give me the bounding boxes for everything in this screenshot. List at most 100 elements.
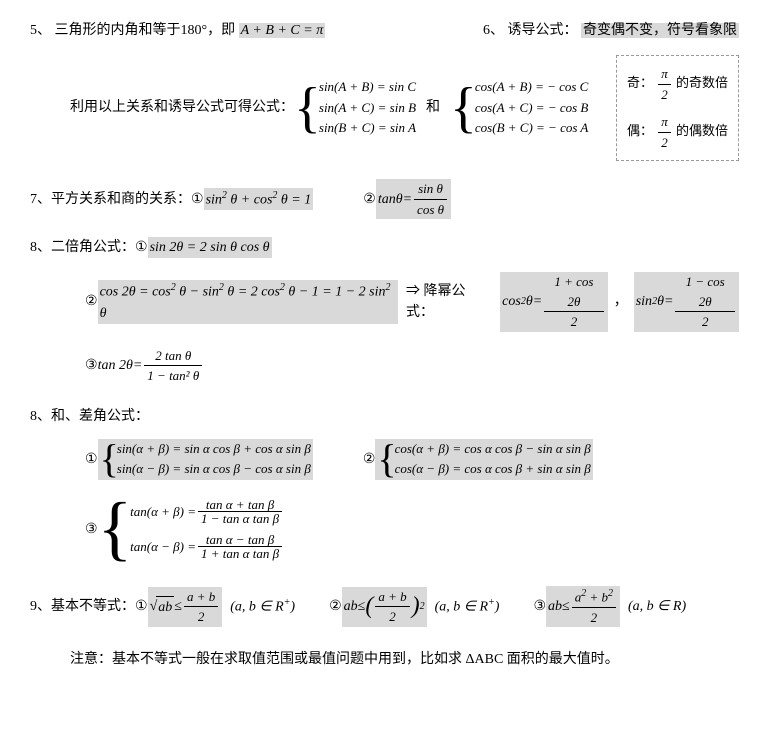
g3-stack: tan(α + β) = tan α + tan β 1 − tan α tan… <box>130 494 284 564</box>
f9-3: ab ≤ a2 + b2 2 <box>546 586 620 627</box>
pf1-den: 2 <box>544 312 604 332</box>
label-6: 诱导公式： <box>508 23 578 38</box>
item-5: 5、 三角形的内角和等于180°，即 A + B + C = π <box>30 20 325 41</box>
label-9: 基本不等式： <box>51 596 135 617</box>
even-line: 偶： π 2 的偶数倍 <box>627 112 728 152</box>
c8b-3: ③ <box>85 519 98 540</box>
sin-eq-1: sin(A + C) = sin B <box>319 98 416 119</box>
num-9: 9、 <box>30 596 51 617</box>
cos-eq-0: cos(A + B) = − cos C <box>475 77 588 98</box>
even-frac: π 2 <box>658 112 671 152</box>
c7-1: ① <box>191 189 204 210</box>
f7-2: tan θ = sin θ cos θ <box>376 179 451 219</box>
brace-left-1: { <box>294 86 321 131</box>
f9-1-den: 2 <box>184 607 218 627</box>
cos-stack: cos(A + B) = − cos C cos(A + C) = − cos … <box>475 77 588 139</box>
num-7: 7、 <box>30 189 51 210</box>
label-8: 二倍角公式： <box>51 237 135 258</box>
arrow-8: ⇒ 降幂公式： <box>406 281 492 323</box>
num-8: 8、 <box>30 237 51 258</box>
item-9: 9、 基本不等式： ① √ab ≤ a + b 2 (a, b ∈ R+) ② … <box>30 586 739 627</box>
g2-1: cos(α − β) = cos α cos β + sin α sin β <box>395 459 591 480</box>
g3b-den: 1 + tan α tan β <box>198 547 282 560</box>
c8-2: ② <box>85 291 98 312</box>
num-8b: 8、 <box>30 406 51 427</box>
brace-g3: { <box>98 500 133 558</box>
odd-frac: π 2 <box>658 64 671 104</box>
item-8: 8、 二倍角公式： ① sin 2θ = 2 sin θ cos θ <box>30 237 739 258</box>
num-6: 6、 <box>483 23 504 38</box>
pf2-den: 2 <box>675 312 735 332</box>
item-8-line3: ③ tan 2θ = 2 tan θ 1 − tan² θ <box>85 346 739 386</box>
cond9-1: (a, b ∈ R+) <box>230 595 295 618</box>
cos-brace-group: { cos(A + B) = − cos C cos(A + C) = − co… <box>450 77 588 139</box>
cond9-3: (a, b ∈ R) <box>628 596 686 617</box>
f9-3-num: a2 + b2 <box>572 586 616 608</box>
odd-line: 奇： π 2 的奇数倍 <box>627 64 728 104</box>
even-num: π <box>658 112 671 133</box>
g3a-lhs: tan(α + β) = <box>130 505 196 518</box>
g3-group: { tan(α + β) = tan α + tan β 1 − tan α t… <box>98 494 284 564</box>
even-den: 2 <box>658 133 671 153</box>
cos-eq-2: cos(B + C) = − cos A <box>475 118 588 139</box>
note-row: 注意： 基本不等式一般在求取值范围或最值问题中用到，比如求 ΔABC 面积的最大… <box>70 649 739 670</box>
odd-text: 的奇数倍 <box>676 75 728 90</box>
derived-row: 利用以上关系和诱导公式可得公式： { sin(A + B) = sin C si… <box>30 55 739 161</box>
item-8b-line2: ③ { tan(α + β) = tan α + tan β 1 − tan α… <box>85 494 739 564</box>
f9-2: ab ≤ ( a + b 2 )2 <box>342 587 427 627</box>
f8-1: sin 2θ = 2 sin θ cos θ <box>148 237 272 258</box>
item-8b-line1: ① { sin(α + β) = sin α cos β + cos α sin… <box>85 439 739 481</box>
f7-1: sin2 θ + cos2 θ = 1 <box>204 188 314 211</box>
note-label: 注意： <box>70 649 112 670</box>
note-text: 基本不等式一般在求取值范围或最值问题中用到，比如求 ΔABC 面积的最大值时。 <box>112 649 619 670</box>
g1-0: sin(α + β) = sin α cos β + cos α sin β <box>117 439 311 460</box>
f9-3-den: 2 <box>572 608 616 628</box>
sin-brace-group: { sin(A + B) = sin C sin(A + C) = sin B … <box>294 77 416 139</box>
item-6: 6、 诱导公式： 奇变偶不变，符号看象限 <box>483 20 739 41</box>
formula-5: A + B + C = π <box>239 23 326 38</box>
rule-6: 奇变偶不变，符号看象限 <box>581 23 739 38</box>
f8-2: cos 2θ = cos2 θ − sin2 θ = 2 cos2 θ − 1 … <box>98 280 398 324</box>
g3a-den: 1 − tan α tan β <box>198 512 282 525</box>
f9-1: √ab ≤ a + b 2 <box>148 587 223 627</box>
row-5-6: 5、 三角形的内角和等于180°，即 A + B + C = π 6、 诱导公式… <box>30 20 739 41</box>
sin-stack: sin(A + B) = sin C sin(A + C) = sin B si… <box>319 77 416 139</box>
f9-1-num: a + b <box>184 587 218 608</box>
f8-3: tan 2θ = 2 tan θ 1 − tan² θ <box>98 346 205 386</box>
sin-eq-0: sin(A + B) = sin C <box>319 77 416 98</box>
pf1: cos2 θ = 1 + cos 2θ 2 <box>500 272 608 332</box>
f7-2-num: sin θ <box>414 179 447 200</box>
c8b-2: ② <box>363 449 376 470</box>
g3b-num: tan α − tan β <box>198 533 282 547</box>
sin-eq-2: sin(B + C) = sin A <box>319 118 416 139</box>
odd-num: π <box>658 64 671 85</box>
c8-1: ① <box>135 237 148 258</box>
f9-2-den: 2 <box>375 607 409 627</box>
g2-stack: cos(α + β) = cos α cos β − sin α sin β c… <box>395 439 591 481</box>
c8b-1: ① <box>85 449 98 470</box>
g1-group: { sin(α + β) = sin α cos β + cos α sin β… <box>98 439 313 481</box>
f8-3-num: 2 tan θ <box>144 346 202 367</box>
f8-3-den: 1 − tan² θ <box>144 366 202 386</box>
derived-intro: 利用以上关系和诱导公式可得公式： <box>70 97 294 118</box>
g3a-num: tan α + tan β <box>198 498 282 512</box>
text-5: 三角形的内角和等于180°，即 <box>55 23 236 38</box>
g1-stack: sin(α + β) = sin α cos β + cos α sin β s… <box>117 439 311 481</box>
pf2-num: 1 − cos 2θ <box>675 272 735 312</box>
side-dashbox: 奇： π 2 的奇数倍 偶： π 2 的偶数倍 <box>616 55 739 161</box>
pf2: sin2 θ = 1 − cos 2θ 2 <box>634 272 739 332</box>
item-7: 7、 平方关系和商的关系： ① sin2 θ + cos2 θ = 1 ② ta… <box>30 179 739 219</box>
c8-3: ③ <box>85 355 98 376</box>
c9-3: ③ <box>533 596 546 617</box>
label-8b: 和、差角公式： <box>51 406 149 427</box>
derived-mid: 和 <box>426 97 440 118</box>
item-8b: 8、 和、差角公式： <box>30 406 739 427</box>
odd-label: 奇： <box>627 75 653 90</box>
g3a: tan(α + β) = tan α + tan β 1 − tan α tan… <box>130 498 284 525</box>
c9-2: ② <box>329 596 342 617</box>
brace-left-2: { <box>450 86 477 131</box>
g3b: tan(α − β) = tan α − tan β 1 + tan α tan… <box>130 533 284 560</box>
g3b-lhs: tan(α − β) = <box>130 540 196 553</box>
derived-left: 利用以上关系和诱导公式可得公式： { sin(A + B) = sin C si… <box>30 77 604 139</box>
label-7: 平方关系和商的关系： <box>51 189 191 210</box>
